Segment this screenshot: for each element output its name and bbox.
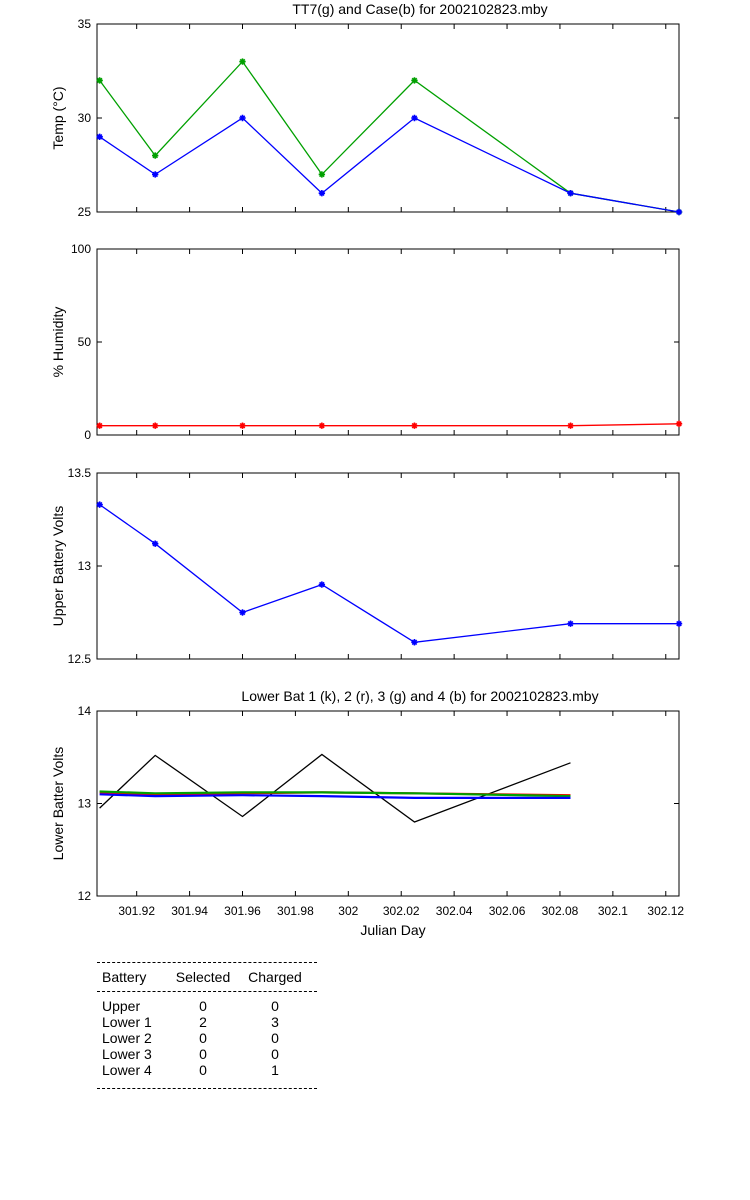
table-rule-mid	[97, 991, 317, 992]
series-line-case	[99, 117, 680, 213]
cell-charged: 0	[271, 1046, 279, 1062]
x-tick-label: 302.06	[489, 904, 526, 918]
plot-frame-2	[96, 248, 680, 436]
y-tick-label: 25	[78, 205, 92, 219]
data-point-humidity	[96, 422, 103, 429]
data-point-upper	[96, 501, 103, 508]
y-axis-label: Lower Batter Volts	[50, 747, 66, 861]
data-point-case	[411, 114, 418, 122]
cell-selected: 2	[199, 1014, 207, 1030]
chart-title: TT7(g) and Case(b) for 2002102823.mby	[292, 1, 547, 17]
data-point-case	[152, 171, 159, 178]
data-point-tt7	[96, 77, 103, 84]
data-point-tt7	[239, 58, 246, 65]
cell-battery: Lower 1	[102, 1014, 152, 1030]
data-point-humidity	[318, 422, 326, 429]
y-axis-label: Temp (°C)	[50, 86, 66, 149]
header-battery: Battery	[102, 969, 147, 985]
cell-battery: Lower 4	[102, 1062, 152, 1078]
table-row: Lower 2 0 0	[97, 1030, 317, 1046]
x-tick-label: 302	[338, 904, 358, 918]
y-tick-label: 0	[84, 428, 91, 442]
data-point-humidity	[675, 420, 683, 428]
cell-charged: 0	[271, 998, 279, 1014]
cell-charged: 0	[271, 1030, 279, 1046]
y-tick-label: 12	[78, 889, 92, 903]
table-rule-top	[97, 962, 317, 963]
y-tick-label: 13	[78, 797, 92, 811]
x-tick-label: 302.12	[647, 904, 684, 918]
battery-table: Battery Selected Charged Upper 0 0 Lower…	[97, 962, 317, 1089]
x-tick-label: 302.1	[598, 904, 628, 918]
series-line-lower-1	[99, 753, 571, 823]
data-point-humidity	[411, 422, 418, 429]
data-point-case	[318, 190, 326, 197]
data-point-upper	[152, 540, 159, 547]
plot-frame-1	[96, 23, 680, 213]
series-line-upper	[99, 504, 679, 643]
table-header-row: Battery Selected Charged	[97, 963, 317, 991]
cell-selected: 0	[199, 1062, 207, 1078]
table-row: Lower 1 2 3	[97, 1014, 317, 1030]
table-row: Lower 3 0 0	[97, 1046, 317, 1062]
data-point-upper	[318, 581, 326, 588]
x-tick-label: 302.02	[383, 904, 420, 918]
x-tick-label: 301.94	[171, 904, 208, 918]
y-tick-label: 12.5	[68, 652, 92, 666]
x-tick-label: 301.92	[118, 904, 155, 918]
x-tick-label: 302.08	[542, 904, 579, 918]
data-point-humidity	[567, 422, 574, 429]
series-line-humidity	[99, 423, 680, 427]
data-point-case	[96, 133, 103, 140]
data-point-tt7	[411, 77, 418, 84]
chart-title: Lower Bat 1 (k), 2 (r), 3 (g) and 4 (b) …	[241, 688, 598, 704]
y-tick-label: 35	[78, 17, 92, 31]
data-point-case	[239, 114, 246, 122]
x-tick-label: 301.96	[224, 904, 261, 918]
chart-stack: 25 30 35 Temp (°C) TT7(g) and Case(b) for 20…	[50, 1, 684, 938]
y-axis-label: % Humidity	[50, 307, 66, 378]
y-axis-label: Upper Battery Volts	[50, 506, 66, 627]
data-point-humidity	[239, 422, 246, 429]
x-axis-label: Julian Day	[360, 922, 425, 938]
table-row: Upper 0 0	[97, 998, 317, 1014]
data-point-upper	[567, 620, 574, 627]
data-point-tt7	[318, 171, 326, 178]
data-point-upper	[239, 609, 246, 616]
data-point-case	[675, 208, 683, 216]
series-line-lower-4	[99, 793, 571, 800]
cell-charged: 3	[271, 1014, 279, 1030]
cell-battery: Upper	[102, 998, 141, 1014]
data-point-case	[567, 190, 574, 197]
cell-selected: 0	[199, 1030, 207, 1046]
cell-battery: Lower 2	[102, 1030, 152, 1046]
cell-charged: 1	[271, 1062, 279, 1078]
table-rule-bottom	[97, 1088, 317, 1089]
data-point-humidity	[152, 422, 159, 429]
data-point-tt7	[152, 152, 159, 159]
series-line-lower-3	[99, 790, 571, 798]
y-tick-label: 13.5	[68, 466, 92, 480]
y-tick-label: 30	[78, 111, 92, 125]
data-point-upper	[411, 639, 418, 646]
series-line-tt7	[99, 60, 680, 213]
cell-selected: 0	[199, 1046, 207, 1062]
plot-frame-4	[96, 710, 680, 897]
header-charged: Charged	[248, 969, 302, 985]
y-tick-label: 100	[71, 242, 91, 256]
cell-battery: Lower 3	[102, 1046, 152, 1062]
header-selected: Selected	[175, 969, 231, 985]
x-tick-label: 301.98	[277, 904, 314, 918]
data-point-upper	[675, 620, 683, 627]
cell-selected: 0	[199, 998, 207, 1014]
y-tick-label: 50	[78, 335, 92, 349]
table-row: Lower 4 0 1	[97, 1062, 317, 1078]
y-tick-label: 14	[78, 704, 92, 718]
y-tick-label: 13	[78, 559, 92, 573]
x-tick-label: 302.04	[436, 904, 473, 918]
